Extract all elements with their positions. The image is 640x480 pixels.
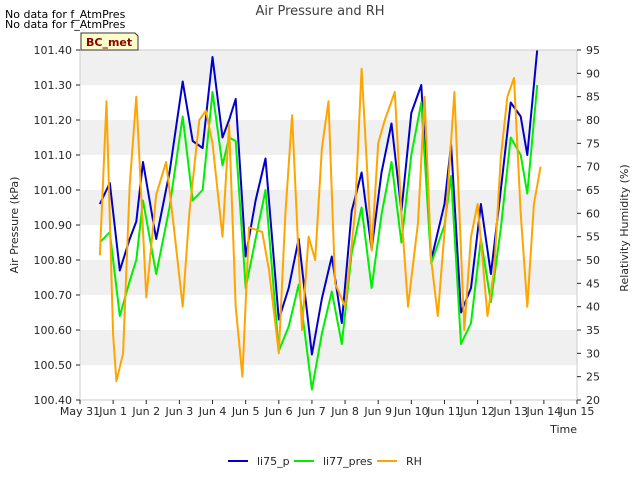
y-tick-label: 100.50 [34, 359, 73, 372]
y-tick-label: 101.20 [34, 114, 73, 127]
y-axis-label: Air Pressure (kPa) [8, 177, 21, 274]
y-tick-label: 101.10 [34, 149, 73, 162]
x-tick-label: Jun 12 [459, 405, 495, 418]
y2-tick-label: 70 [586, 161, 600, 174]
grid-band [80, 295, 577, 330]
x-tick-label: Jun 6 [264, 405, 293, 418]
no-data-notice: No data for f_AtmPres [5, 8, 126, 21]
station-badge: BC_met [80, 32, 139, 51]
y2-tick-label: 95 [586, 44, 600, 57]
y-tick-label: 101.40 [34, 44, 73, 57]
y2-tick-label: 40 [586, 301, 600, 314]
legend-label: li75_p [257, 455, 290, 468]
no-data-notice: No data for f_AtmPres [5, 18, 126, 31]
y2-tick-label: 20 [586, 394, 600, 407]
x-tick-label: Jun 5 [231, 405, 260, 418]
y2-axis-label: Relativity Humidity (%) [618, 164, 631, 291]
y2-tick-label: 45 [586, 277, 600, 290]
y2-tick-label: 80 [586, 114, 600, 127]
x-tick-label: Jun 9 [363, 405, 392, 418]
x-tick-label: May 31 [60, 405, 100, 418]
y-tick-label: 100.60 [34, 324, 73, 337]
series-line-RH [98, 67, 542, 383]
y-tick-label: 101.00 [34, 184, 73, 197]
y2-tick-label: 90 [586, 67, 600, 80]
y2-tick-label: 35 [586, 324, 600, 337]
grid-band [80, 365, 577, 400]
grid-band [80, 330, 577, 365]
series-line-li77_pres [99, 84, 539, 391]
grid-band [80, 50, 577, 85]
x-axis-label: Time [549, 423, 577, 436]
y2-tick-label: 55 [586, 231, 600, 244]
x-tick-label: Jun 3 [165, 405, 194, 418]
x-tick-label: Jun 11 [426, 405, 462, 418]
x-tick-label: Jun 15 [559, 405, 595, 418]
y2-tick-label: 60 [586, 207, 600, 220]
x-tick-label: Jun 4 [198, 405, 227, 418]
chart-title: Air Pressure and RH [255, 4, 384, 19]
x-tick-label: Jun 10 [393, 405, 429, 418]
y2-tick-label: 75 [586, 137, 600, 150]
x-tick-label: Jun 2 [131, 405, 160, 418]
y2-tick-label: 30 [586, 347, 600, 360]
y-tick-label: 100.40 [34, 394, 73, 407]
y-tick-label: 100.70 [34, 289, 73, 302]
legend: li75_p li77_pres RH [228, 455, 422, 468]
x-tick-label: Jun 1 [98, 405, 127, 418]
y-tick-label: 100.80 [34, 254, 73, 267]
y2-tick-label: 65 [586, 184, 600, 197]
x-tick-label: Jun 7 [297, 405, 326, 418]
legend-label: RH [406, 455, 422, 468]
y2-tick-label: 85 [586, 91, 600, 104]
y2-tick-label: 25 [586, 371, 600, 384]
x-tick-label: Jun 8 [330, 405, 359, 418]
station-badge-label: BC_met [86, 36, 132, 49]
y-tick-label: 101.30 [34, 79, 73, 92]
x-tick-label: Jun 13 [492, 405, 528, 418]
y-tick-label: 100.90 [34, 219, 73, 232]
legend-label: li77_pres [323, 455, 373, 468]
y2-tick-label: 50 [586, 254, 600, 267]
x-tick-label: Jun 14 [526, 405, 562, 418]
